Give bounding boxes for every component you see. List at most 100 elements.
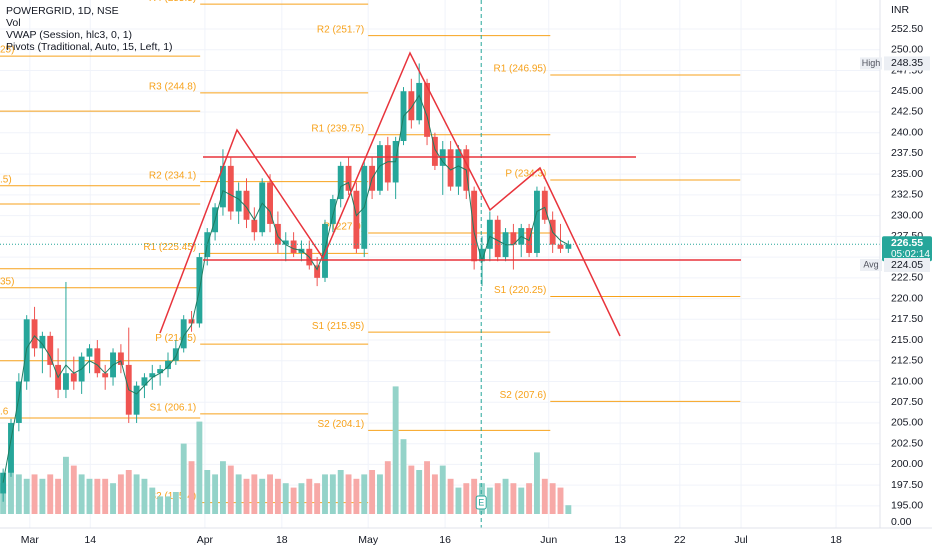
y-axis-label: INR	[891, 4, 910, 16]
candle-body	[267, 182, 273, 224]
volume-bar	[117, 474, 124, 514]
candle-body	[479, 248, 485, 262]
pivot-label: S1 (206.1)	[149, 402, 196, 413]
y-tick-label: 205.00	[891, 417, 923, 429]
candle-body	[102, 373, 109, 378]
volume-bar	[329, 474, 336, 514]
candle-body	[345, 165, 352, 191]
candle-body	[510, 232, 517, 245]
pivot-label: 35)	[0, 276, 14, 287]
volume-bar	[251, 474, 258, 514]
candle-body	[486, 219, 493, 249]
y-tick-label: 242.50	[891, 106, 923, 118]
x-tick-label: 16	[439, 534, 451, 546]
y-tick-label: 202.50	[891, 437, 923, 449]
volume-bar	[55, 478, 62, 514]
pivot-label: .6	[0, 407, 9, 418]
volume-bar	[39, 478, 46, 514]
y-tick-label: 230.00	[891, 209, 923, 221]
x-tick-label: Apr	[197, 534, 214, 546]
y-tick-label: 237.50	[891, 147, 923, 159]
volume-bar	[471, 478, 478, 514]
candle-body	[431, 136, 438, 166]
high-value: 248.35	[891, 57, 923, 69]
countdown-label: 05:02:14	[891, 249, 930, 260]
y-tick-label: 245.00	[891, 85, 923, 97]
volume-bar	[172, 492, 179, 514]
volume-bar	[70, 465, 77, 514]
volume-bar	[455, 487, 462, 514]
volume-bar	[23, 478, 30, 514]
volume-bar	[204, 470, 211, 514]
candle-body	[565, 244, 572, 249]
volume-bar	[149, 487, 156, 514]
volume-bar	[518, 487, 525, 514]
volume-bar	[62, 456, 69, 514]
volume-bar	[220, 461, 226, 514]
candle-body	[157, 369, 164, 374]
y-tick-label: 222.50	[891, 272, 923, 284]
candle-body	[337, 165, 344, 200]
y-tick-label: 212.50	[891, 355, 923, 367]
candle-body	[188, 319, 195, 324]
y-tick-label: 207.50	[891, 396, 923, 408]
candle-body	[86, 348, 93, 357]
candle-body	[227, 165, 234, 212]
indicator-label: Vol	[6, 17, 21, 29]
pivot-label: S2 (207.6)	[500, 390, 547, 401]
candle-body	[0, 472, 7, 494]
pivot-label: R2 (234.1)	[149, 170, 196, 181]
candle-body	[447, 149, 454, 187]
pivot-label: P (214.5)	[155, 333, 196, 344]
volume-bar	[494, 483, 501, 514]
volume-bar	[141, 478, 148, 514]
volume-bar	[227, 465, 234, 514]
candle-body	[133, 385, 140, 415]
avg-value-badge	[884, 257, 930, 272]
volume-bar	[400, 439, 407, 514]
candle-body	[329, 199, 336, 224]
volume-tick-label: 0.00	[891, 516, 912, 528]
candle-body	[251, 219, 258, 233]
pivot-label: P (234.3)	[505, 169, 546, 180]
volume-bar	[133, 474, 140, 514]
volume-bar	[94, 478, 101, 514]
avg-badge	[860, 258, 882, 271]
volume-bar	[439, 465, 446, 514]
volume-bar	[337, 470, 344, 514]
avg-value: 224.05	[891, 259, 923, 271]
candle-body	[117, 352, 124, 365]
high-value-badge	[884, 56, 930, 71]
pivot-label: P (227.9)	[323, 222, 364, 233]
volume-bar	[235, 474, 242, 514]
y-tick-label: 200.00	[891, 458, 923, 470]
candle-body	[172, 348, 179, 361]
volume-bar	[565, 505, 572, 514]
candle-body	[541, 190, 548, 220]
y-tick-label: 195.00	[891, 500, 923, 512]
under-layer: 25) .5) 35) .6 R4 (255.5) R3 (244.8) R2 (234.1…	[0, 0, 880, 528]
pivot-label: R3 (244.8)	[149, 82, 196, 93]
volume-bar	[463, 483, 470, 514]
volume-bar	[353, 478, 360, 514]
x-tick-label: 18	[830, 534, 842, 546]
pivot-label: S2 (204.1)	[317, 419, 364, 430]
volume-bar	[274, 478, 281, 514]
pivot-label: R1 (239.75)	[311, 123, 364, 134]
y-tick-label: 235.00	[891, 168, 923, 180]
y-tick-label: 240.00	[891, 126, 923, 138]
high-label: High	[862, 58, 881, 68]
x-tick-label: 14	[84, 534, 96, 546]
y-tick-label: 252.50	[891, 23, 923, 35]
volume-bar	[306, 478, 313, 514]
volume-bar	[541, 478, 548, 514]
volume-bar	[47, 474, 54, 514]
candle-body	[314, 265, 321, 278]
candle-body	[377, 145, 383, 191]
y-tick-label: 197.50	[891, 479, 923, 491]
pivot-label: .5)	[0, 174, 12, 185]
pivot-label: S1 (220.25)	[494, 285, 546, 296]
pivot-label: S1 (215.95)	[312, 321, 364, 332]
candle-body	[259, 182, 266, 233]
candle-body	[408, 91, 415, 121]
